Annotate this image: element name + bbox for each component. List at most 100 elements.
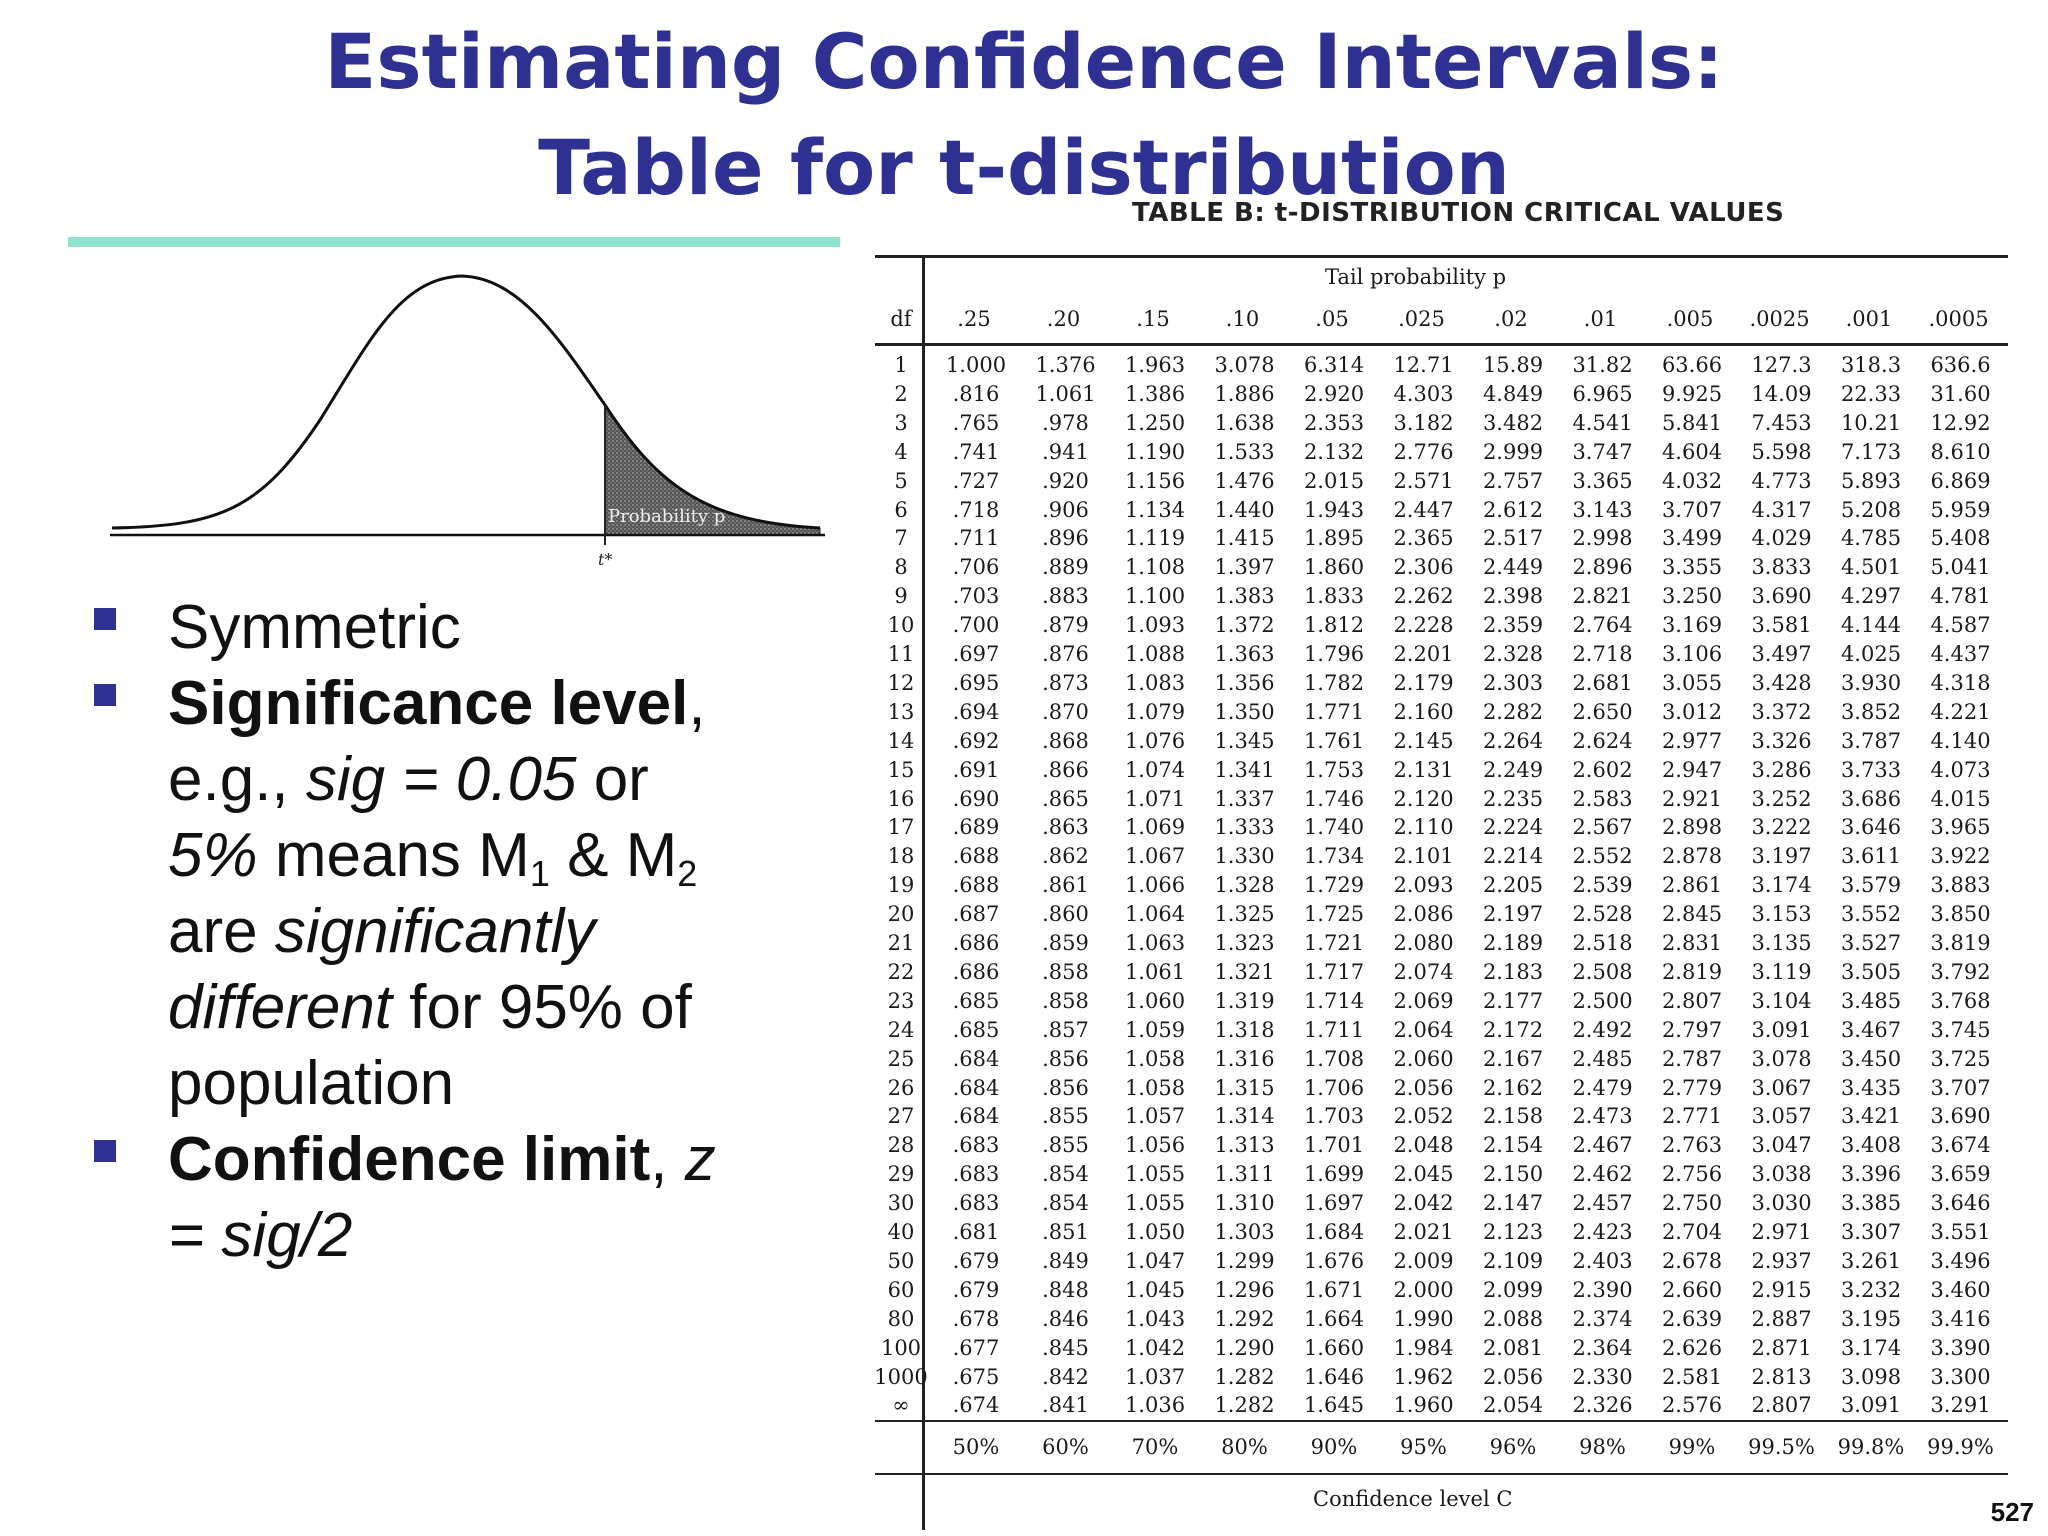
table-cell: 2.214 — [1482, 844, 1544, 869]
table-cell: 1.313 — [1214, 1133, 1275, 1158]
table-cell: 2.390 — [1572, 1277, 1633, 1302]
table-cell: 1.761 — [1303, 728, 1365, 753]
table-cell: 2.915 — [1751, 1277, 1812, 1302]
table-cell: 5.408 — [1930, 526, 1991, 551]
table-cell: .978 — [1042, 410, 1089, 435]
bullet-text: e.g., — [168, 745, 306, 814]
table-cell: 1.282 — [1214, 1393, 1275, 1418]
table-cell: 4.773 — [1751, 468, 1812, 493]
table-cell: 2.779 — [1661, 1075, 1723, 1100]
table-cell: 31.60 — [1930, 381, 1991, 406]
df-cell: 29 — [887, 1162, 915, 1187]
table-cell: .845 — [1042, 1335, 1089, 1360]
table-cell: .859 — [1042, 931, 1089, 955]
table-cell: 1.638 — [1214, 410, 1275, 435]
table-cell: 127.3 — [1751, 353, 1812, 377]
table-cell: 3.819 — [1930, 931, 1991, 955]
table-cell: 2.462 — [1572, 1162, 1633, 1187]
table-cell: 1.962 — [1393, 1364, 1454, 1389]
table-cell: 1.043 — [1124, 1306, 1186, 1331]
confidence-cell: 99.9% — [1927, 1435, 1994, 1459]
table-cell: 4.785 — [1840, 526, 1902, 551]
table-cell: .856 — [1042, 1075, 1089, 1100]
title-divider — [68, 237, 840, 247]
table-cell: 1.734 — [1303, 844, 1365, 869]
table-cell: 2.160 — [1393, 699, 1454, 724]
table-cell: .854 — [1042, 1191, 1089, 1216]
confidence-cell: 90% — [1310, 1435, 1358, 1459]
table-cell: 1.706 — [1303, 1075, 1365, 1100]
table-cell: .684 — [952, 1046, 1000, 1071]
table-cell: 4.073 — [1930, 757, 1991, 782]
table-cell: 1.055 — [1124, 1191, 1186, 1216]
p-header: .025 — [1398, 307, 1445, 331]
table-cell: 3.286 — [1751, 757, 1812, 782]
t-distribution-figure: Probability p t* — [100, 260, 830, 570]
table-cell: 2.887 — [1751, 1306, 1812, 1331]
table-cell: 2.080 — [1393, 931, 1454, 955]
table-cell: 2.110 — [1393, 815, 1454, 840]
table-cell: .855 — [1042, 1133, 1089, 1158]
table-cell: 1.060 — [1124, 988, 1186, 1013]
table-cell: 3.460 — [1930, 1277, 1991, 1302]
table-cell: 3.307 — [1840, 1220, 1902, 1244]
df-cell: 13 — [887, 699, 915, 724]
bullet-text: , — [688, 669, 706, 738]
table-cell: .685 — [952, 1017, 1000, 1042]
df-cell: 10 — [887, 613, 915, 638]
table-cell: 1.664 — [1303, 1306, 1365, 1331]
table-rule-header — [875, 343, 2008, 346]
df-cell: 7 — [894, 526, 908, 551]
table-cell: .727 — [952, 468, 1000, 493]
bullet-bold-term: Confidence limit — [168, 1125, 651, 1194]
table-cell: .883 — [1042, 584, 1089, 609]
table-cell: 2.205 — [1482, 873, 1544, 898]
bullet-text: population — [168, 1049, 455, 1118]
confidence-cell: 96% — [1489, 1435, 1537, 1459]
table-cell: 3.467 — [1840, 1017, 1902, 1042]
table-cell: 2.015 — [1303, 468, 1365, 493]
table-cell: .684 — [952, 1104, 1000, 1129]
table-cell: 14.09 — [1751, 381, 1812, 406]
table-cell: 3.135 — [1751, 931, 1812, 955]
table-cell: .879 — [1042, 613, 1089, 638]
table-cell: 2.819 — [1661, 959, 1723, 984]
table-cell: 1.990 — [1393, 1306, 1454, 1331]
table-cell: .846 — [1042, 1306, 1089, 1331]
table-cell: 3.326 — [1751, 728, 1812, 753]
table-cell: 2.681 — [1572, 670, 1633, 695]
table-cell: 4.318 — [1930, 670, 1991, 695]
df-cell: 21 — [887, 931, 915, 955]
table-cell: 2.365 — [1393, 526, 1454, 551]
table-cell: 1.134 — [1124, 497, 1186, 522]
table-cell: 1.740 — [1303, 815, 1365, 840]
table-cell: .906 — [1042, 497, 1089, 522]
table-cell: 1.701 — [1303, 1133, 1365, 1158]
table-cell: 2.120 — [1393, 786, 1454, 811]
table-cell: 2.423 — [1572, 1220, 1633, 1244]
table-cell: 1.316 — [1214, 1046, 1275, 1071]
table-cell: 2.330 — [1572, 1364, 1633, 1389]
table-cell: 2.937 — [1751, 1248, 1812, 1273]
table-cell: .683 — [952, 1133, 1000, 1158]
table-cell: 1.156 — [1124, 468, 1186, 493]
df-cell: 1000 — [874, 1364, 928, 1389]
table-cell: .896 — [1042, 526, 1089, 551]
table-cell: 2.403 — [1572, 1248, 1633, 1273]
table-cell: 3.174 — [1751, 873, 1812, 898]
table-cell: 2.042 — [1393, 1191, 1454, 1216]
subscript: 2 — [677, 853, 698, 894]
table-cell: 8.610 — [1930, 439, 1991, 464]
p-header: .10 — [1225, 307, 1260, 331]
table-cell: 1.296 — [1214, 1277, 1275, 1302]
table-cell: 2.282 — [1482, 699, 1544, 724]
table-cell: 2.718 — [1572, 642, 1633, 666]
table-cell: 2.473 — [1572, 1104, 1633, 1129]
table-cell: 3.232 — [1840, 1277, 1902, 1302]
table-cell: 1.345 — [1214, 728, 1275, 753]
table-cell: 1.190 — [1124, 439, 1186, 464]
table-cell: 1.076 — [1124, 728, 1186, 753]
table-cell: 2.898 — [1661, 815, 1723, 840]
table-cell: 4.032 — [1661, 468, 1723, 493]
table-cell: 3.659 — [1930, 1162, 1991, 1187]
